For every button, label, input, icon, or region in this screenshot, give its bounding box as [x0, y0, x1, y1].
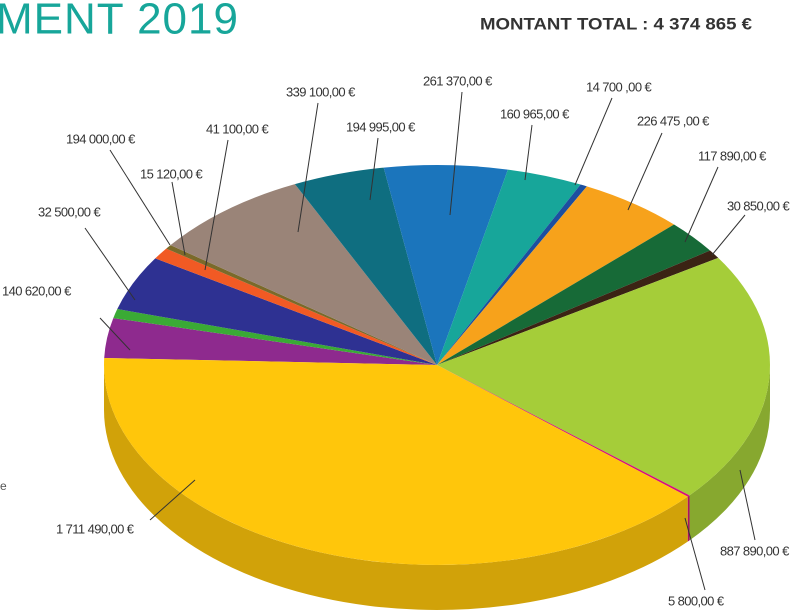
pie-slice [170, 184, 438, 365]
value-label: 194 000,00 € [66, 131, 136, 146]
leader-line [109, 149, 171, 246]
chart-title: MENT 2019 [0, 0, 239, 44]
pie-slice [437, 257, 770, 496]
total-label: MONTANT TOTAL : 4 374 865 € [480, 14, 753, 33]
value-label: 1 711 490,00 € [56, 521, 135, 536]
leader-line [627, 132, 663, 211]
value-label: 32 500,00 € [38, 204, 101, 219]
value-label: 14 700 ,00 € [586, 79, 652, 94]
pie-slice [437, 169, 581, 365]
value-label: 887 890,00 € [720, 543, 790, 558]
cropped-text: e [0, 479, 7, 493]
pie-side [689, 365, 770, 541]
leader-line [739, 469, 756, 541]
value-label: 194 995,00 € [346, 119, 416, 134]
pie-slice [104, 318, 438, 365]
value-label: 226 475 ,00 € [637, 113, 710, 128]
pie-slice [437, 184, 587, 365]
leader-line [684, 166, 719, 243]
leader-line [369, 137, 379, 201]
pie-slice [294, 167, 437, 365]
value-label: 261 370,00 € [423, 73, 493, 88]
leader-line [84, 227, 136, 301]
pie-slice [166, 245, 437, 365]
value-label: 15 120,00 € [140, 166, 203, 181]
value-label: 5 800,00 € [668, 593, 725, 608]
value-label: 30 850,00 € [727, 198, 790, 213]
leader-line [171, 181, 186, 256]
leader-line [297, 102, 319, 233]
leader-line [574, 97, 613, 186]
pie-tops [103, 165, 770, 565]
leader-line [524, 124, 533, 181]
leader-line [204, 139, 229, 271]
pie-slice [117, 258, 437, 365]
leader-line [149, 479, 196, 521]
leader-line [684, 517, 706, 591]
leader-line [449, 91, 463, 216]
pie-slice [437, 250, 719, 365]
value-label: 117 890,00 € [698, 148, 767, 163]
pie-side [104, 365, 688, 610]
pie-slice [113, 309, 437, 365]
pie-slice [383, 165, 508, 365]
pie-slice [437, 224, 711, 365]
value-label: 41 100,00 € [206, 121, 269, 136]
leader-line [711, 214, 746, 256]
value-label: 160 965,00 € [500, 106, 570, 121]
pie-labels: 140 620,00 € 32 500,00 € 194 000,00 € 41 10… [2, 73, 791, 608]
leader-line [99, 317, 131, 351]
pie-slice [437, 186, 675, 365]
pie-slice [155, 248, 437, 365]
pie-slice [437, 365, 690, 497]
value-label: 140 620,00 € [2, 283, 72, 298]
pie-slice [103, 358, 688, 565]
value-label: 339 100,00 € [286, 84, 356, 99]
